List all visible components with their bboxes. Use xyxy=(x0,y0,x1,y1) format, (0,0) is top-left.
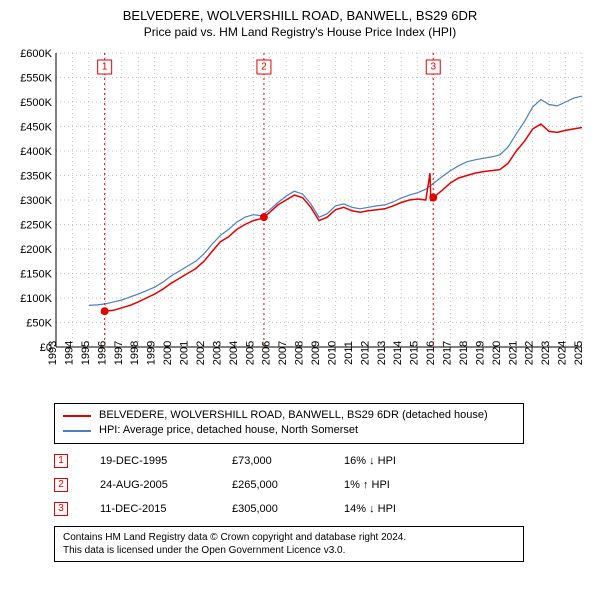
title-line-2: Price paid vs. HM Land Registry's House … xyxy=(10,25,590,39)
marker-dot xyxy=(101,307,109,315)
event-marker-box: 3 xyxy=(54,502,68,516)
legend-swatch-red xyxy=(63,415,91,417)
event-row: 2 24-AUG-2005 £265,000 1% ↑ HPI xyxy=(54,478,590,492)
event-price: £305,000 xyxy=(232,503,312,515)
marker-number: 2 xyxy=(261,62,267,73)
event-date: 11-DEC-2015 xyxy=(100,503,200,515)
marker-number: 3 xyxy=(430,62,436,73)
x-tick-label: 1996 xyxy=(96,341,108,365)
x-tick-label: 2016 xyxy=(425,341,437,365)
x-tick-label: 2017 xyxy=(442,341,454,365)
x-tick-label: 1994 xyxy=(63,341,75,365)
event-date: 24-AUG-2005 xyxy=(100,479,200,491)
footer-line-2: This data is licensed under the Open Gov… xyxy=(63,544,515,557)
y-tick-label: £150K xyxy=(20,269,52,281)
marker-dot xyxy=(429,194,437,202)
y-tick-label: £550K xyxy=(20,73,52,85)
events-table: 1 19-DEC-1995 £73,000 16% ↓ HPI 2 24-AUG-2005… xyxy=(54,454,590,516)
chart-title-block: BELVEDERE, WOLVERSHILL ROAD, BANWELL, BS… xyxy=(10,8,590,39)
x-tick-label: 2021 xyxy=(507,341,519,365)
x-tick-label: 2019 xyxy=(474,341,486,365)
legend-box: BELVEDERE, WOLVERSHILL ROAD, BANWELL, BS… xyxy=(54,403,524,444)
x-tick-label: 1999 xyxy=(146,341,158,365)
event-price: £265,000 xyxy=(232,479,312,491)
legend-label-red: BELVEDERE, WOLVERSHILL ROAD, BANWELL, BS… xyxy=(99,408,488,423)
line-chart-svg: £0£50K£100K£150K£200K£250K£300K£350K£400… xyxy=(10,47,590,397)
x-tick-label: 2008 xyxy=(294,341,306,365)
x-tick-label: 2015 xyxy=(409,341,421,365)
x-tick-label: 2003 xyxy=(211,341,223,365)
x-tick-label: 2012 xyxy=(359,341,371,365)
x-tick-label: 2000 xyxy=(162,341,174,365)
x-tick-label: 2007 xyxy=(277,341,289,365)
x-tick-label: 2025 xyxy=(573,341,585,365)
footer-box: Contains HM Land Registry data © Crown c… xyxy=(54,526,524,562)
x-tick-label: 2024 xyxy=(557,341,569,365)
x-tick-label: 2014 xyxy=(392,341,404,365)
legend-swatch-blue xyxy=(63,430,91,432)
x-tick-label: 2023 xyxy=(540,341,552,365)
x-tick-label: 2002 xyxy=(195,341,207,365)
x-tick-label: 2004 xyxy=(228,341,240,365)
x-tick-label: 2022 xyxy=(524,341,536,365)
x-tick-label: 2001 xyxy=(179,341,191,365)
legend-row-red: BELVEDERE, WOLVERSHILL ROAD, BANWELL, BS… xyxy=(63,408,515,423)
footer-line-1: Contains HM Land Registry data © Crown c… xyxy=(63,531,515,544)
event-marker-box: 1 xyxy=(54,454,68,468)
series-red-line xyxy=(105,124,582,311)
y-tick-label: £350K xyxy=(20,171,52,183)
y-tick-label: £600K xyxy=(20,48,52,60)
y-tick-label: £250K xyxy=(20,220,52,232)
event-price: £73,000 xyxy=(232,455,312,467)
y-tick-label: £50K xyxy=(26,318,52,330)
event-row: 3 11-DEC-2015 £305,000 14% ↓ HPI xyxy=(54,502,590,516)
x-tick-label: 2009 xyxy=(310,341,322,365)
x-tick-label: 1997 xyxy=(113,341,125,365)
y-tick-label: £200K xyxy=(20,244,52,256)
x-tick-label: 2006 xyxy=(261,341,273,365)
y-tick-label: £100K xyxy=(20,293,52,305)
marker-dot xyxy=(260,213,268,221)
event-marker-box: 2 xyxy=(54,478,68,492)
event-row: 1 19-DEC-1995 £73,000 16% ↓ HPI xyxy=(54,454,590,468)
x-tick-label: 1993 xyxy=(47,341,59,365)
x-tick-label: 1995 xyxy=(80,341,92,365)
y-tick-label: £450K xyxy=(20,122,52,134)
legend-row-blue: HPI: Average price, detached house, Nort… xyxy=(63,423,515,438)
title-line-1: BELVEDERE, WOLVERSHILL ROAD, BANWELL, BS… xyxy=(10,8,590,23)
legend-label-blue: HPI: Average price, detached house, Nort… xyxy=(99,423,358,438)
x-tick-label: 2011 xyxy=(343,341,355,365)
x-tick-label: 2018 xyxy=(458,341,470,365)
x-tick-label: 2013 xyxy=(376,341,388,365)
x-tick-label: 2020 xyxy=(491,341,503,365)
event-date: 19-DEC-1995 xyxy=(100,455,200,467)
x-tick-label: 1998 xyxy=(129,341,141,365)
chart-area: £0£50K£100K£150K£200K£250K£300K£350K£400… xyxy=(10,47,590,397)
x-tick-label: 2005 xyxy=(244,341,256,365)
event-delta: 1% ↑ HPI xyxy=(344,479,444,491)
y-tick-label: £300K xyxy=(20,195,52,207)
y-tick-label: £400K xyxy=(20,146,52,158)
series-blue-line xyxy=(89,96,582,305)
x-tick-label: 2010 xyxy=(326,341,338,365)
event-delta: 16% ↓ HPI xyxy=(344,455,444,467)
marker-number: 1 xyxy=(102,62,108,73)
y-tick-label: £500K xyxy=(20,97,52,109)
event-delta: 14% ↓ HPI xyxy=(344,503,444,515)
